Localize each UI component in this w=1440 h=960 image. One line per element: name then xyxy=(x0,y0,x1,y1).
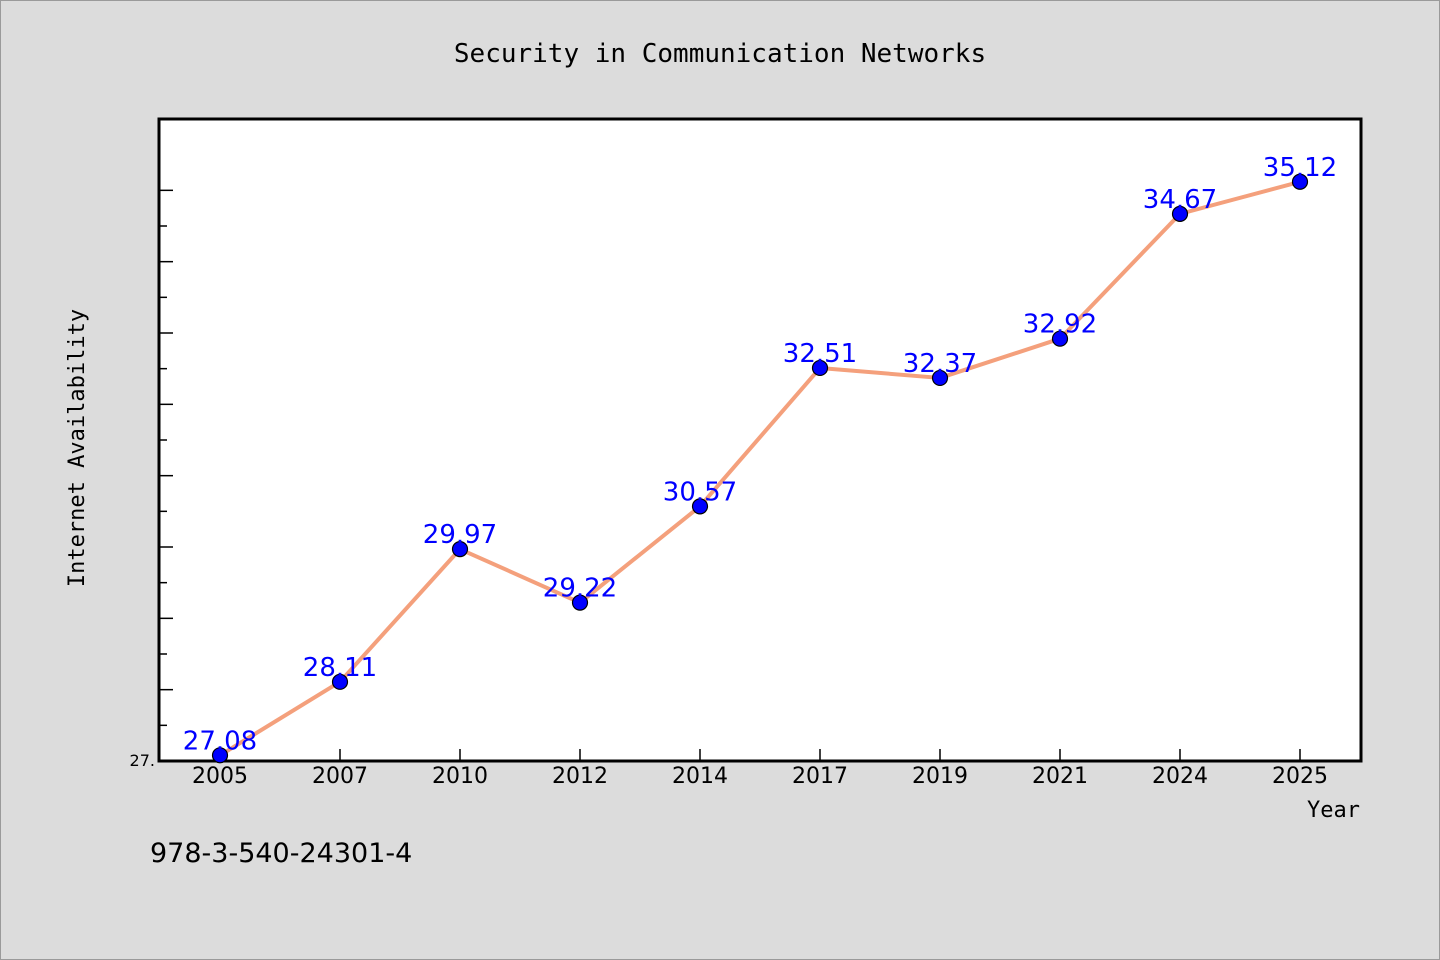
data-label: 32.51 xyxy=(783,339,857,369)
isbn-label: 978-3-540-24301-4 xyxy=(150,838,412,869)
x-tick-label: 2007 xyxy=(312,764,368,789)
x-tick-label: 2025 xyxy=(1272,764,1328,789)
x-tick-label: 2017 xyxy=(792,764,848,789)
x-tick-label: 2019 xyxy=(912,764,968,789)
x-tick-label: 2014 xyxy=(672,764,728,789)
data-label: 34.67 xyxy=(1143,185,1217,215)
x-tick-label: 2021 xyxy=(1032,764,1088,789)
data-point xyxy=(691,498,709,515)
data-label: 29.22 xyxy=(543,574,617,604)
y-axis-ticks: 27. xyxy=(130,189,173,770)
y-tick-label: 27. xyxy=(130,751,155,770)
data-point xyxy=(571,594,589,611)
chart-title: Security in Communication Networks xyxy=(454,39,986,69)
data-point xyxy=(211,747,229,764)
x-axis-ticks: 2005 2007 2010 2012 2014 2017 2019 2021 2024 2025 xyxy=(192,749,1328,789)
data-point xyxy=(1291,173,1309,190)
x-tick-label: 2024 xyxy=(1152,764,1208,789)
data-point xyxy=(1171,205,1189,222)
series-line xyxy=(218,179,1302,758)
data-label-layer: 27.08 28.11 29.97 29.22 30.57 32.51 32.37 32.92… xyxy=(183,153,1337,757)
data-point xyxy=(1051,330,1069,347)
data-label: 28.11 xyxy=(303,653,377,683)
data-label: 27.08 xyxy=(183,726,257,756)
data-label: 32.92 xyxy=(1023,310,1097,340)
data-point xyxy=(811,359,829,377)
plot-area xyxy=(157,117,1363,763)
data-label: 30.57 xyxy=(663,477,737,507)
x-tick-label: 2012 xyxy=(552,764,608,789)
data-point xyxy=(451,541,469,558)
data-label: 35.12 xyxy=(1263,153,1337,183)
series-layer xyxy=(211,173,1309,764)
data-label: 29.97 xyxy=(423,520,497,550)
data-label: 32.37 xyxy=(903,349,977,379)
x-axis-label: Year xyxy=(1307,798,1360,823)
data-point xyxy=(931,369,949,387)
y-axis-label: Internet Availability xyxy=(65,309,90,587)
data-point xyxy=(331,673,349,690)
x-tick-label: 2010 xyxy=(432,764,488,789)
x-tick-label: 2005 xyxy=(192,764,248,789)
